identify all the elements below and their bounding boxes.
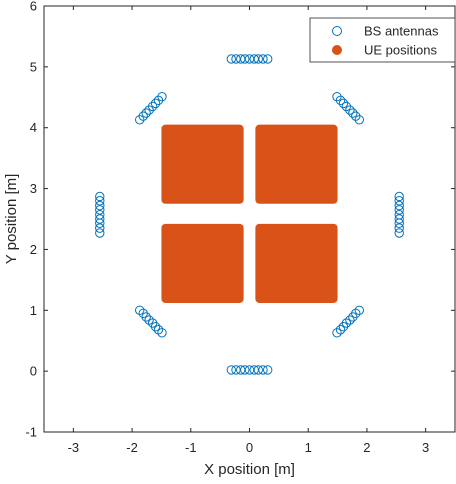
bs-antenna-point [95,191,105,202]
bs-antenna-point [351,308,361,319]
bs-antenna-point [335,95,346,106]
bs-antenna-point [394,210,404,220]
legend-bs-antennas-label: BS antennas [364,24,439,39]
bs-antenna-point [141,108,151,118]
bs-antenna-point [141,312,151,322]
bs-antenna-point [144,105,154,115]
legend-bs-antennas-marker [332,26,342,36]
bs-antenna-point [157,91,167,102]
x-tick-label: -2 [126,440,138,455]
legend-ue-positions-label: UE positions [364,43,437,58]
bs-antenna-point [253,54,264,64]
bs-antenna-point [263,365,273,375]
bs-antenna-point [394,191,404,202]
bs-antenna-point [335,325,346,335]
bs-antenna-point [394,205,404,215]
bs-antenna-point [135,115,145,125]
legend-box [309,17,456,63]
bs-antenna-point [258,365,268,375]
y-axis-label: Y position [m] [3,174,20,265]
bs-antenna-point [240,54,250,64]
ue-region-2 [255,124,338,204]
bs-antenna-point [394,223,404,233]
bs-antenna-point [338,98,349,109]
legend-ue-positions-marker [332,45,342,55]
y-axis-ticks: -1 0 1 2 3 4 5 6 [25,0,455,440]
bs-antenna-point [95,205,105,215]
bs-antenna-point [95,223,105,233]
bs-antenna-point [95,210,105,220]
bs-antenna-point [253,365,264,375]
bs-antenna-point [135,305,145,315]
bs-antenna-point [341,318,352,328]
bs-antenna-point [354,115,364,125]
ue-region-1 [161,124,244,204]
bs-antenna-point [345,315,355,325]
bs-antenna-point [394,228,404,238]
bs-antenna-point [341,101,352,112]
bs-antenna-point [95,200,105,211]
bs-antenna-point [394,196,404,206]
x-tick-label: -3 [68,440,80,455]
bs-antenna-point [147,101,158,112]
bs-antenna-point [138,111,148,121]
y-tick-label: 0 [30,364,37,379]
y-tick-label: -1 [25,425,37,440]
bs-antenna-point [354,305,364,315]
bs-antenna-point [332,328,342,338]
bs-antenna-point [95,196,105,206]
y-tick-label: 5 [30,59,37,74]
bs-antenna-point [332,91,342,102]
bs-antenna-point [258,54,268,64]
y-tick-label: 4 [30,120,37,135]
ue-region-4 [255,223,338,303]
x-tick-label: -1 [185,440,197,455]
bs-antenna-point [348,108,358,118]
x-tick-label: 1 [305,440,312,455]
bs-antenna-point [150,98,161,109]
bs-antenna-point [153,325,164,335]
bs-antenna-point [144,315,154,325]
x-axis-label: X position [m] [204,461,295,478]
bs-antenna-point [394,214,404,224]
bs-antenna-point [345,105,355,115]
ue-region-3 [161,223,244,303]
bs-antenna-point [351,111,361,121]
bs-antennas-layer [95,54,404,375]
y-tick-label: 6 [30,0,37,14]
bs-antenna-point [240,365,250,375]
y-tick-label: 1 [30,303,37,318]
y-tick-label: 2 [30,242,37,257]
y-tick-label: 3 [30,181,37,196]
bs-antenna-point [95,214,105,224]
x-tick-label: 0 [246,440,253,455]
ue-positions-layer [161,124,338,303]
bs-antenna-point [153,95,164,106]
x-tick-label: 2 [363,440,370,455]
x-tick-label: 3 [422,440,429,455]
bs-antenna-point [226,54,236,64]
bs-antenna-point [157,328,167,338]
bs-antenna-point [394,200,404,211]
bs-antenna-point [226,365,236,375]
bs-antenna-point [263,54,273,64]
bs-antenna-point [95,228,105,238]
bs-antenna-point [150,322,161,332]
x-axis-ticks: -3 -2 -1 0 1 2 3 [68,6,429,455]
legend: BS antennas UE positions [309,17,456,63]
